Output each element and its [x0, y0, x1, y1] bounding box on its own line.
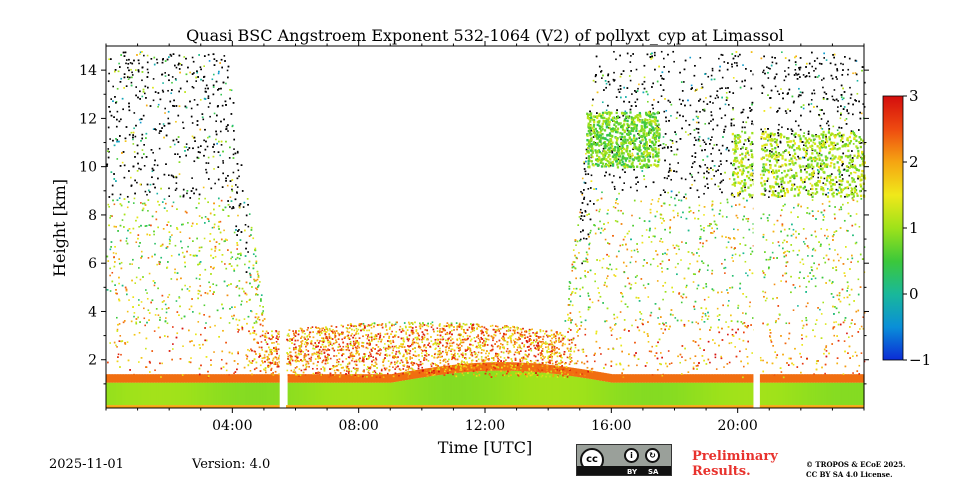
cirrus-cloud-1: [586, 111, 661, 169]
copyright-line-2: CC BY SA 4.0 License.: [806, 470, 893, 479]
y-axis: 2 4 6 8 10 12 14: [79, 63, 869, 385]
preliminary-note: Preliminary Results.: [692, 449, 778, 479]
signal-speckles: [106, 50, 866, 379]
colorbar-tick-label: 1: [909, 219, 919, 237]
plot-area: [106, 46, 867, 408]
x-tick-label: 04:00: [212, 418, 252, 434]
y-axis-label: Height [km]: [50, 179, 69, 277]
date-label: 2025-11-01: [49, 457, 124, 472]
x-tick-label: 12:00: [465, 418, 505, 434]
x-axis-label: Time [UTC]: [438, 438, 532, 457]
y-tick-label: 6: [88, 256, 97, 272]
y-tick-label: 8: [88, 208, 97, 224]
attribution-icon: i: [624, 448, 639, 463]
y-tick-label: 2: [88, 353, 97, 369]
y-tick-label: 4: [88, 304, 97, 320]
colorbar-tick-label: −1: [909, 351, 931, 369]
y-tick-label: 10: [79, 160, 97, 176]
copyright-line-1: © TROPOS & ECoE 2025.: [806, 460, 906, 469]
colorbar: [882, 95, 904, 361]
y-tick-label: 14: [79, 63, 97, 79]
version-label: Version: 4.0: [192, 457, 271, 472]
cirrus-cloud-2: [731, 130, 867, 198]
plot-background: [106, 46, 864, 408]
x-tick-label: 08:00: [338, 418, 378, 434]
share-alike-icon: ↻: [645, 448, 660, 463]
colorbar-tick-label: 3: [909, 87, 919, 105]
cc-by-label: BY: [627, 468, 638, 476]
preliminary-line-2: Results.: [692, 464, 751, 479]
boundary-layer-band: [106, 362, 865, 408]
data-gap-1: [279, 46, 287, 408]
cc-badge-strip: [577, 466, 671, 475]
x-axis: 04:00 08:00 12:00 16:00 20:00: [105, 41, 865, 434]
chart-title: Quasi BSC Angstroem Exponent 532-1064 (V…: [186, 26, 784, 45]
data-gap-2: [753, 46, 760, 408]
cc-license-badge: cc i ↻ BY SA: [576, 444, 672, 476]
copyright-note: © TROPOS & ECoE 2025. CC BY SA 4.0 Licen…: [806, 460, 905, 480]
colorbar-ticks: 3 2 1 0 −1: [903, 87, 931, 369]
colorbar-tick-label: 0: [909, 285, 919, 303]
colorbar-tick-label: 2: [909, 153, 919, 171]
y-tick-label: 12: [79, 111, 97, 127]
x-tick-label: 16:00: [591, 418, 631, 434]
x-tick-label: 20:00: [717, 418, 757, 434]
preliminary-line-1: Preliminary: [692, 449, 778, 464]
cc-sa-label: SA: [648, 468, 659, 476]
